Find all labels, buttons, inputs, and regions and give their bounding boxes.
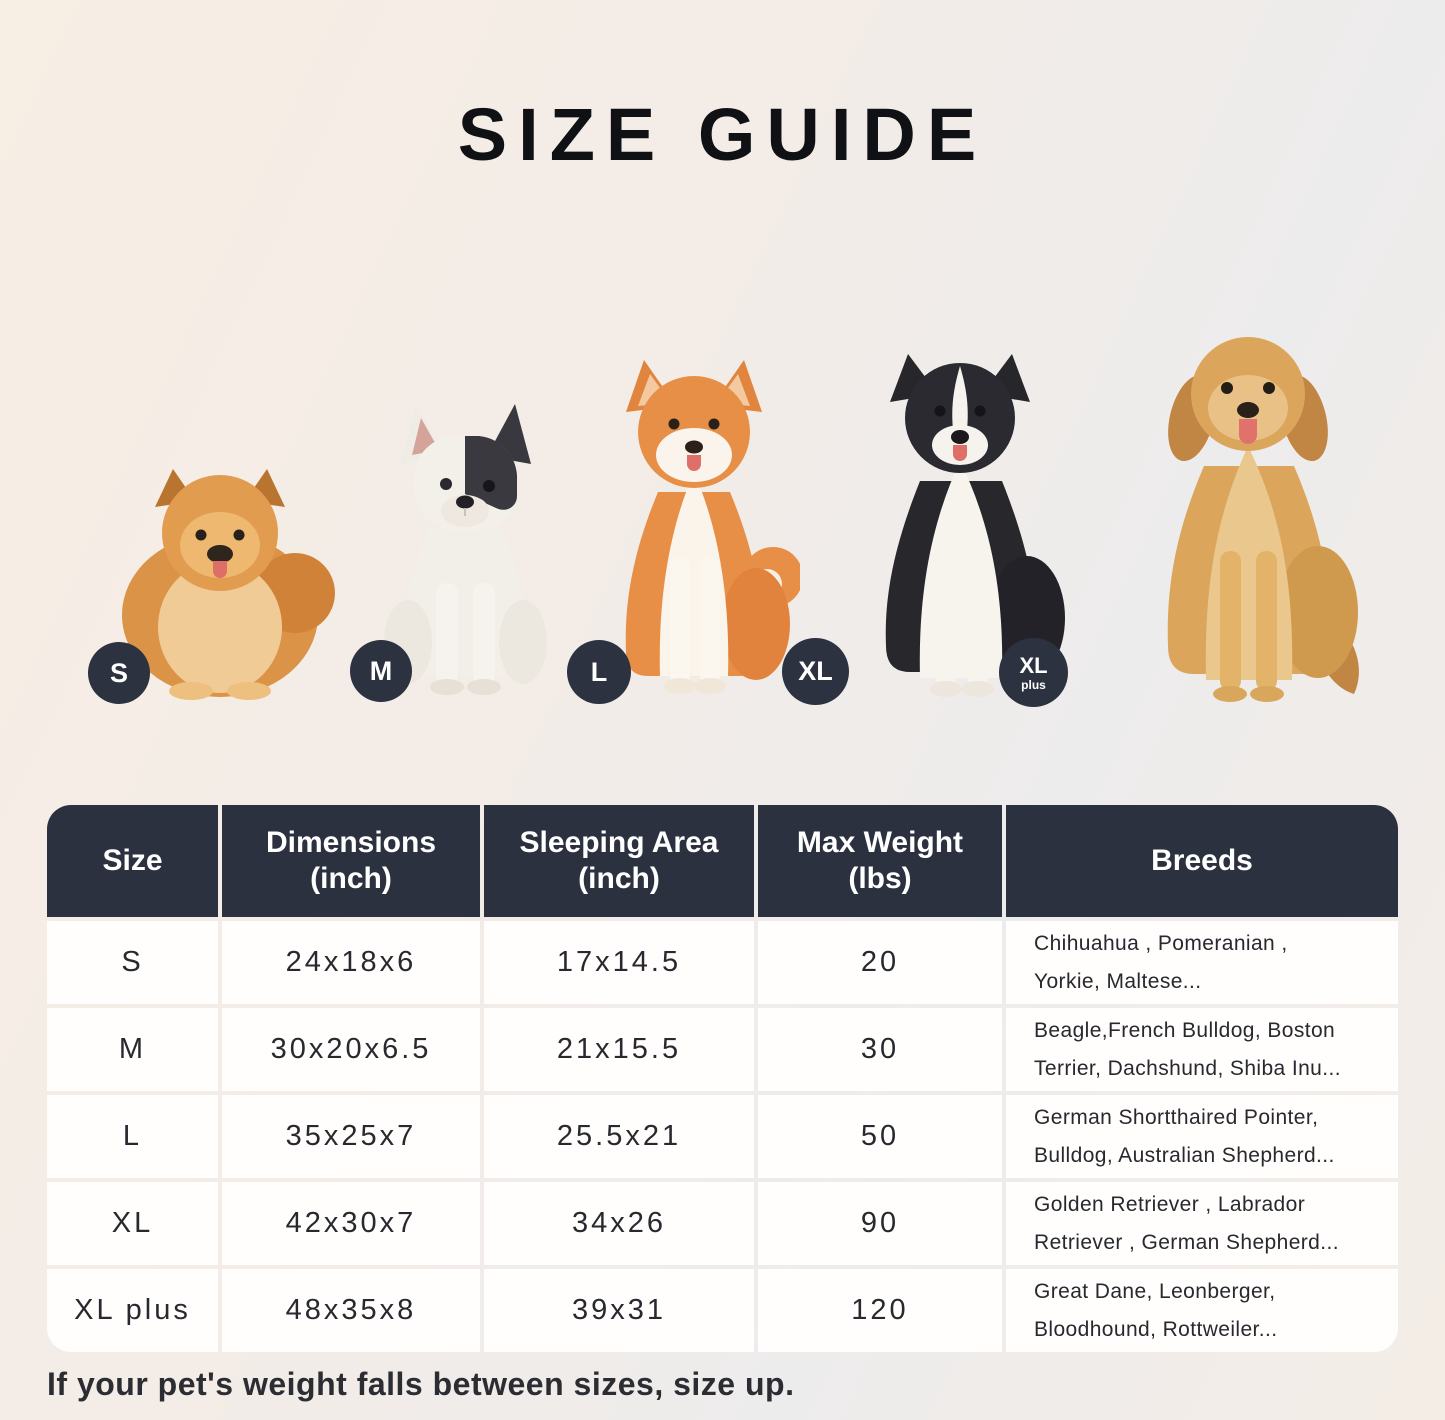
cell-sleeping-area-l: 25.5x21	[484, 1095, 754, 1178]
column-header-size-line1: Size	[102, 844, 163, 877]
cell-size-xl: XL	[47, 1182, 218, 1265]
cell-breeds-m-line2: Terrier, Dachshund, Shiba Inu...	[1034, 1056, 1341, 1080]
cell-breeds-m-line1: Beagle,French Bulldog, Boston	[1034, 1018, 1336, 1042]
cell-breeds-xl-line1: Golden Retriever , Labrador	[1034, 1192, 1306, 1216]
cell-breeds-xl-plus-line1: Great Dane, Leonberger,	[1034, 1279, 1276, 1303]
cell-max-weight-l: 50	[758, 1095, 1002, 1178]
cell-sleeping-area-xl-plus: 39x31	[484, 1269, 754, 1352]
size-badge-s-label: S	[109, 657, 128, 688]
size-badge-xl-plus-label: XL	[1019, 652, 1048, 678]
size-badge-xl-plus: XL plus	[999, 638, 1068, 707]
cell-max-weight-m: 30	[758, 1008, 1002, 1091]
cell-breeds-l-line2: Bulldog, Australian Shepherd...	[1034, 1143, 1335, 1167]
golden-retriever-icon	[1167, 337, 1359, 702]
size-badge-m-label: M	[369, 655, 393, 686]
size-badge-s: S	[88, 642, 150, 704]
cell-sleeping-area-s: 17x14.5	[484, 921, 754, 1004]
cell-size-l: L	[47, 1095, 218, 1178]
cell-breeds-s-line2: Yorkie, Maltese...	[1034, 969, 1202, 993]
column-header-dimensions-line1: Dimensions	[265, 826, 437, 859]
cell-breeds-s-line1: Chihuahua , Pomeranian ,	[1034, 931, 1288, 955]
cell-dimensions-m: 30x20x6.5	[222, 1008, 480, 1091]
shiba-inu-illustration	[588, 352, 800, 694]
column-header-max-weight-line1: Max Weight	[796, 826, 964, 859]
shiba-inu-icon	[625, 360, 800, 694]
cell-max-weight-s: 20	[758, 921, 1002, 1004]
size-guide-table: Size Dimensions (inch) Sleeping Area (in…	[47, 805, 1398, 1352]
column-header-sleeping-area-line1: Sleeping Area	[519, 826, 719, 859]
size-badge-l-label: L	[590, 656, 608, 687]
size-badge-l: L	[567, 640, 631, 704]
cell-breeds-l-line1: German Shortthaired Pointer,	[1034, 1105, 1319, 1129]
golden-retriever-illustration	[1128, 316, 1368, 708]
cell-size-m: M	[47, 1008, 218, 1091]
column-header-dimensions: Dimensions (inch)	[222, 805, 480, 917]
cell-dimensions-xl: 42x30x7	[222, 1182, 480, 1265]
page-title: SIZE GUIDE	[457, 93, 988, 176]
french-bulldog-illustration	[368, 398, 563, 698]
column-header-sleeping-area: Sleeping Area (inch)	[484, 805, 754, 917]
size-badge-m: M	[350, 640, 412, 702]
cell-dimensions-s: 24x18x6	[222, 921, 480, 1004]
cell-breeds-xl-line2: Retriever , German Shepherd...	[1034, 1230, 1339, 1254]
size-badge-xl: XL	[782, 638, 849, 705]
cell-sleeping-area-xl: 34x26	[484, 1182, 754, 1265]
column-header-sleeping-area-line2: (inch)	[578, 862, 660, 895]
column-header-max-weight: Max Weight (lbs)	[758, 805, 1002, 917]
cell-breeds-xl-plus-line2: Bloodhound, Rottweiler...	[1034, 1317, 1278, 1341]
cell-breeds-m: Beagle,French Bulldog, Boston Terrier, D…	[1006, 1008, 1398, 1091]
cell-max-weight-xl-plus: 120	[758, 1269, 1002, 1352]
cell-size-xl-plus: XL plus	[47, 1269, 218, 1352]
pomeranian-dog-illustration	[95, 455, 345, 700]
column-header-breeds-line1: Breeds	[1151, 844, 1253, 877]
cell-dimensions-xl-plus: 48x35x8	[222, 1269, 480, 1352]
cell-max-weight-xl: 90	[758, 1182, 1002, 1265]
cell-size-s: S	[47, 921, 218, 1004]
cell-breeds-s: Chihuahua , Pomeranian , Yorkie, Maltese…	[1006, 921, 1398, 1004]
cell-breeds-xl-plus: Great Dane, Leonberger, Bloodhound, Rott…	[1006, 1269, 1398, 1352]
size-badge-xl-label: XL	[798, 656, 833, 686]
column-header-size: Size	[47, 805, 218, 917]
cell-breeds-l: German Shortthaired Pointer, Bulldog, Au…	[1006, 1095, 1398, 1178]
cell-breeds-xl: Golden Retriever , Labrador Retriever , …	[1006, 1182, 1398, 1265]
cell-dimensions-l: 35x25x7	[222, 1095, 480, 1178]
column-header-breeds: Breeds	[1006, 805, 1398, 917]
sizing-note: If your pet's weight falls between sizes…	[47, 1366, 795, 1402]
pomeranian-icon	[122, 469, 335, 700]
french-bulldog-icon	[384, 404, 547, 695]
column-header-dimensions-line2: (inch)	[310, 862, 392, 895]
column-header-max-weight-line2: (lbs)	[848, 862, 912, 895]
cell-sleeping-area-m: 21x15.5	[484, 1008, 754, 1091]
size-badge-xl-plus-sublabel: plus	[1021, 677, 1046, 692]
